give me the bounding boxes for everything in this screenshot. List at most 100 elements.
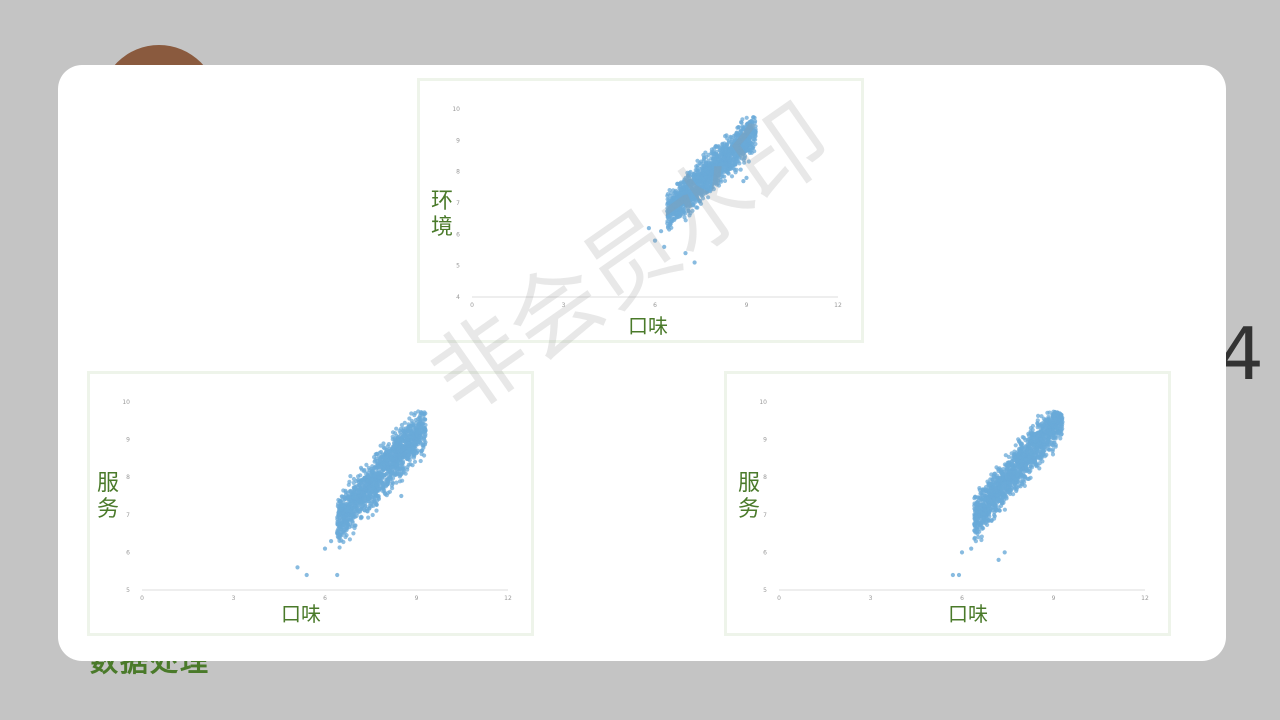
data-point xyxy=(691,203,696,208)
data-point xyxy=(991,475,996,480)
data-point xyxy=(1050,452,1056,457)
data-point xyxy=(683,211,688,216)
data-point xyxy=(343,508,348,513)
data-point xyxy=(402,451,407,457)
data-point xyxy=(417,434,422,439)
data-point xyxy=(699,193,704,198)
data-point xyxy=(398,460,403,466)
data-point xyxy=(692,260,697,265)
x-tick-label: 12 xyxy=(834,302,842,309)
data-point xyxy=(996,557,1001,562)
data-point xyxy=(389,483,394,488)
data-point xyxy=(376,494,381,499)
y-tick-label: 6 xyxy=(126,549,130,556)
data-point xyxy=(749,118,754,124)
data-point xyxy=(727,161,732,166)
data-point xyxy=(687,213,692,218)
data-point xyxy=(973,530,978,535)
data-point xyxy=(295,565,300,570)
data-point xyxy=(405,453,410,458)
data-point xyxy=(351,480,356,485)
data-point xyxy=(723,146,728,151)
data-point xyxy=(715,154,720,159)
data-point xyxy=(665,192,670,197)
data-point xyxy=(423,422,428,428)
data-point xyxy=(672,191,677,196)
data-point xyxy=(1045,428,1050,433)
data-point xyxy=(402,420,407,425)
data-point xyxy=(1002,550,1007,555)
data-point xyxy=(1036,442,1041,447)
data-point xyxy=(387,449,392,454)
data-point xyxy=(979,537,984,543)
data-point xyxy=(1002,462,1007,467)
data-point xyxy=(992,471,997,476)
data-point xyxy=(969,546,974,551)
x-tick-label: 6 xyxy=(323,595,327,602)
data-point xyxy=(978,509,983,514)
data-point xyxy=(750,127,755,132)
data-point xyxy=(985,496,990,501)
data-point xyxy=(692,180,697,185)
data-point xyxy=(994,493,999,498)
data-point xyxy=(683,201,688,206)
data-point xyxy=(385,454,390,459)
data-point xyxy=(1014,477,1019,482)
data-point xyxy=(348,498,354,503)
data-point xyxy=(421,413,426,418)
y-tick-label: 8 xyxy=(763,474,767,481)
data-point xyxy=(383,457,388,462)
data-point xyxy=(376,468,381,473)
data-point xyxy=(391,458,396,463)
data-point xyxy=(378,486,383,491)
data-point xyxy=(738,145,743,150)
data-point xyxy=(419,451,424,457)
x-tick-label: 3 xyxy=(232,595,236,602)
data-point xyxy=(396,453,401,458)
data-point xyxy=(676,211,681,216)
data-point xyxy=(392,443,398,449)
data-point xyxy=(366,496,371,501)
data-point xyxy=(398,430,403,435)
y-tick-label: 4 xyxy=(456,294,460,301)
data-point xyxy=(1010,456,1015,461)
data-point xyxy=(1049,423,1055,428)
data-point xyxy=(1030,442,1035,447)
data-point xyxy=(399,439,404,444)
y-tick-label: 9 xyxy=(763,437,767,444)
data-point xyxy=(991,488,996,494)
data-point xyxy=(377,456,382,461)
data-point xyxy=(723,161,728,166)
data-point xyxy=(976,535,981,540)
data-point xyxy=(374,502,379,507)
data-point xyxy=(695,163,700,168)
data-point xyxy=(997,478,1003,484)
data-point xyxy=(416,448,421,453)
y-tick-label: 5 xyxy=(126,587,130,594)
data-point xyxy=(704,175,709,180)
data-point xyxy=(341,510,346,515)
data-point xyxy=(694,195,699,200)
data-point xyxy=(726,138,732,143)
scatter-chart-taste-service-right: 0 3 6 9 12 5 6 7 8 9 10 xyxy=(759,399,1149,602)
data-point xyxy=(1011,492,1016,497)
data-point xyxy=(371,485,376,491)
data-point xyxy=(1055,410,1060,415)
data-point xyxy=(753,119,758,124)
data-point xyxy=(352,525,357,531)
data-point xyxy=(686,209,691,214)
data-point xyxy=(694,175,699,180)
data-point xyxy=(1014,487,1019,492)
data-point xyxy=(712,156,717,162)
data-point xyxy=(1026,476,1031,481)
data-point xyxy=(364,506,369,511)
data-point xyxy=(1037,456,1042,461)
data-point xyxy=(1035,418,1040,423)
data-point xyxy=(412,413,417,418)
data-point xyxy=(1048,431,1053,436)
data-point xyxy=(1050,449,1055,454)
data-point xyxy=(341,529,346,535)
data-point xyxy=(976,506,981,511)
data-point xyxy=(400,465,405,470)
data-point xyxy=(1032,432,1037,437)
